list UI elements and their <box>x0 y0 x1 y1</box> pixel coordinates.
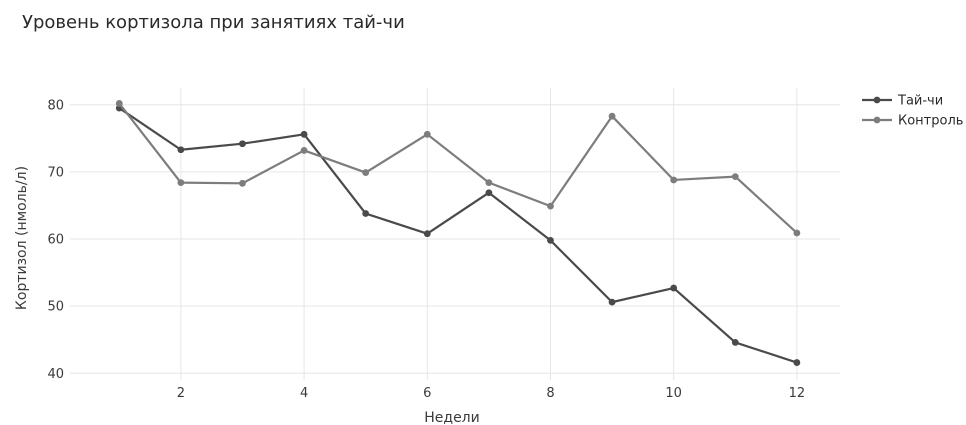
x-tick-label: 2 <box>177 386 185 401</box>
legend[interactable]: Тай-чи Контроль <box>862 94 963 129</box>
chart-title: Уровень кортизола при занятиях тай-чи <box>22 12 405 33</box>
data-point[interactable] <box>485 189 493 197</box>
legend-item[interactable]: Тай-чи <box>862 94 943 109</box>
x-tick-label: 4 <box>300 386 308 401</box>
legend-swatch-marker <box>873 116 881 124</box>
y-tick-label: 60 <box>47 233 64 248</box>
y-tick-label: 40 <box>47 367 64 382</box>
data-point[interactable] <box>300 147 308 154</box>
data-point[interactable] <box>362 210 370 217</box>
data-point[interactable] <box>670 284 678 292</box>
x-tick-label: 6 <box>423 386 431 401</box>
legend-swatch-marker <box>873 96 881 104</box>
series-2 <box>115 100 801 237</box>
y-axis-label: Кортизол (нмоль/л) <box>14 166 30 310</box>
data-point[interactable] <box>731 339 739 346</box>
data-point[interactable] <box>423 130 431 138</box>
data-point[interactable] <box>115 100 123 107</box>
data-point[interactable] <box>485 179 493 187</box>
data-point[interactable] <box>362 169 370 176</box>
legend-item[interactable]: Контроль <box>862 114 963 129</box>
data-point[interactable] <box>423 230 431 238</box>
data-point[interactable] <box>239 179 246 187</box>
x-tick-label: 8 <box>546 386 554 401</box>
data-point[interactable] <box>670 176 678 184</box>
data-point[interactable] <box>608 112 616 120</box>
data-point[interactable] <box>177 146 185 154</box>
data-point[interactable] <box>731 173 739 181</box>
data-point[interactable] <box>547 236 554 244</box>
series-line <box>118 107 798 364</box>
x-tick-label: 10 <box>665 386 682 401</box>
y-tick-label: 70 <box>47 165 64 180</box>
y-tick-label: 50 <box>47 300 64 315</box>
data-point[interactable] <box>547 202 554 210</box>
series <box>115 100 801 366</box>
data-point[interactable] <box>793 359 801 366</box>
series-1 <box>115 104 801 366</box>
data-point[interactable] <box>793 229 801 237</box>
data-point[interactable] <box>177 179 185 187</box>
data-point[interactable] <box>239 140 246 148</box>
x-axis-label: Недели <box>424 410 479 425</box>
x-tick-label: 12 <box>789 386 806 401</box>
series-line <box>118 102 798 234</box>
data-point[interactable] <box>300 130 308 138</box>
legend-label: Тай-чи <box>897 94 943 109</box>
grid <box>70 88 840 380</box>
y-tick-label: 80 <box>47 98 64 113</box>
axis-ticks: 40 50 60 70 80 2 4 6 8 10 12 <box>47 98 805 401</box>
data-point[interactable] <box>608 298 616 306</box>
legend-label: Контроль <box>898 114 963 129</box>
